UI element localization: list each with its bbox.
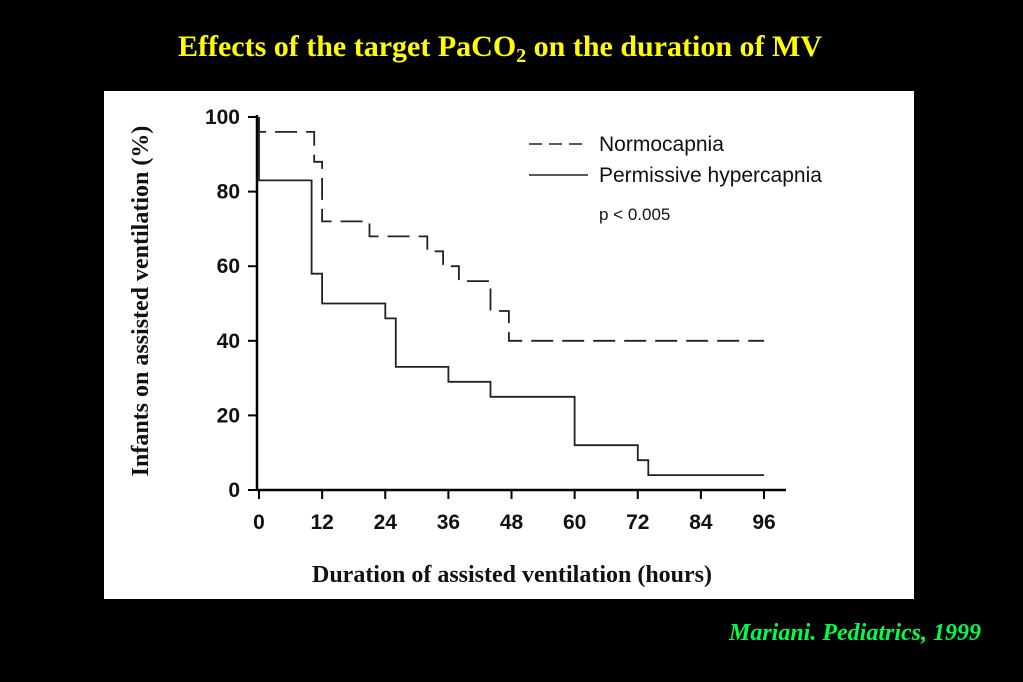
y-ticks: 0 20 40 60 80 100 [205, 106, 257, 502]
x-tick-label: 0 [253, 511, 265, 534]
y-tick-label: 80 [217, 181, 240, 204]
legend: Normocapnia Permissive hypercapnia p < 0… [529, 133, 822, 224]
y-tick-label: 60 [217, 255, 240, 278]
y-tick-label: 20 [217, 404, 240, 427]
chart-panel: 0 12 24 36 48 60 72 84 96 0 20 40 60 80 100 Duration … [104, 91, 914, 599]
x-tick-label: 96 [752, 511, 775, 534]
citation: Mariani. Pediatrics, 1999 [728, 620, 981, 646]
x-tick-label: 36 [437, 511, 460, 534]
title-subscript: 2 [516, 45, 527, 67]
p-value-annotation: p < 0.005 [599, 205, 670, 224]
title-main: Effects of the target PaCO [177, 30, 517, 63]
x-ticks: 0 12 24 36 48 60 72 84 96 [253, 490, 776, 534]
y-axis-title: Infants on assisted ventilation (%) [128, 126, 154, 477]
y-tick-label: 40 [217, 330, 240, 353]
legend-label-permissive-hypercapnia: Permissive hypercapnia [599, 164, 822, 187]
x-tick-label: 12 [310, 511, 333, 534]
slide-title: Effects of the target PaCO2 on the durat… [0, 30, 1000, 67]
x-tick-label: 84 [689, 511, 713, 534]
survival-chart: 0 12 24 36 48 60 72 84 96 0 20 40 60 80 100 Duration … [128, 106, 822, 588]
x-tick-label: 24 [374, 511, 398, 534]
x-tick-label: 48 [500, 511, 524, 534]
y-tick-label: 100 [205, 106, 240, 129]
series-layer [258, 117, 764, 476]
y-tick-label: 0 [228, 479, 240, 502]
x-tick-label: 60 [563, 511, 586, 534]
x-axis-title: Duration of assisted ventilation (hours) [312, 562, 712, 588]
series-line-permissive-hypercapnia [258, 117, 764, 476]
x-tick-label: 72 [626, 511, 649, 534]
title-rest: on the duration of MV [526, 30, 823, 63]
series-line-normocapnia [258, 117, 764, 342]
legend-label-normocapnia: Normocapnia [599, 133, 724, 156]
